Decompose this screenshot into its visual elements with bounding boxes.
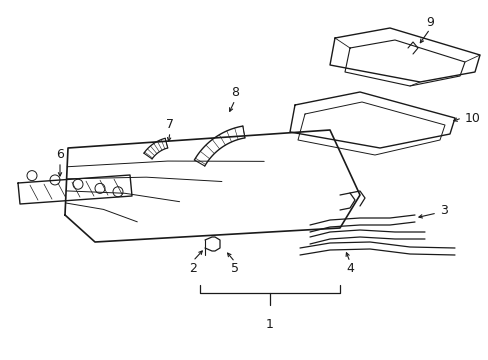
Text: 10: 10 bbox=[464, 112, 480, 125]
Text: 6: 6 bbox=[56, 148, 64, 162]
Text: 9: 9 bbox=[425, 15, 433, 28]
Text: 1: 1 bbox=[265, 318, 273, 331]
Text: 8: 8 bbox=[230, 86, 239, 99]
Text: 2: 2 bbox=[189, 261, 197, 274]
Text: 4: 4 bbox=[346, 261, 353, 274]
Text: 5: 5 bbox=[230, 261, 239, 274]
Text: 7: 7 bbox=[165, 118, 174, 131]
Text: 3: 3 bbox=[439, 203, 447, 216]
